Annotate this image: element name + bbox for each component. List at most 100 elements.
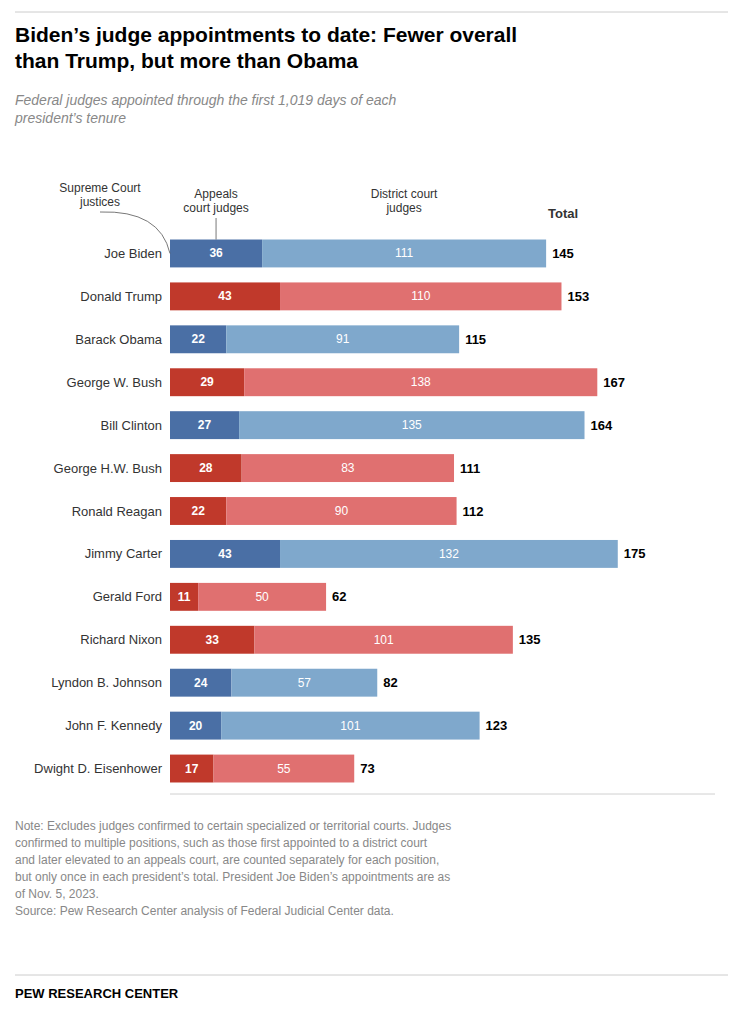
- data-label: 22: [191, 332, 205, 346]
- bar-district: [239, 411, 584, 439]
- total-label: 145: [552, 246, 574, 261]
- text-line: Note: Excludes judges confirmed to certa…: [15, 819, 451, 833]
- data-label: 90: [335, 504, 349, 518]
- data-label: 17: [185, 762, 199, 776]
- total-header: Total: [548, 206, 578, 221]
- bar-appeals: [170, 712, 221, 740]
- chart: Biden’s judge appointments to date: Fewe…: [0, 0, 743, 1024]
- total-label: 115: [465, 332, 486, 347]
- total-label: 123: [486, 718, 508, 733]
- header-line: [216, 218, 217, 240]
- data-label: 24: [194, 676, 208, 690]
- text-line: Supreme Court: [59, 181, 141, 195]
- annotation: Supreme Courtjustices: [59, 181, 141, 209]
- total-label: 175: [624, 546, 646, 561]
- category-label: Joe Biden: [104, 246, 162, 261]
- category-label: Gerald Ford: [93, 589, 162, 604]
- total-label: 73: [360, 761, 374, 776]
- data-label: 11: [178, 590, 191, 604]
- bar-district: [198, 583, 326, 611]
- data-label: 36: [209, 246, 223, 260]
- text-line: than Trump, but more than Obama: [15, 49, 358, 72]
- bar-appeals: [170, 282, 280, 310]
- bar-district: [242, 454, 454, 482]
- subtitle: Federal judges appointed through the fir…: [14, 92, 397, 126]
- series-header: Appealscourt judges: [183, 187, 248, 215]
- category-label: Barack Obama: [75, 332, 162, 347]
- total-label: 82: [383, 675, 397, 690]
- text-line: District court: [371, 187, 438, 201]
- bar-district: [221, 712, 479, 740]
- bar-appeals: [170, 325, 226, 353]
- bar-appeals: [170, 411, 239, 439]
- data-label: 101: [374, 633, 394, 647]
- text-line: president’s tenure: [14, 110, 126, 126]
- total-label: 153: [567, 289, 589, 304]
- x-axis-line: [170, 794, 715, 795]
- bar-appeals: [170, 626, 254, 654]
- data-label: 91: [336, 332, 350, 346]
- rule: [15, 12, 728, 13]
- text-line: Appeals: [194, 187, 237, 201]
- data-label: 43: [218, 547, 232, 561]
- source: Source: Pew Research Center analysis of …: [15, 904, 394, 918]
- data-label: 135: [402, 418, 422, 432]
- bar-district: [244, 368, 597, 396]
- data-label: 101: [340, 719, 360, 733]
- category-label: Richard Nixon: [80, 632, 162, 647]
- text-line: Federal judges appointed through the fir…: [15, 92, 397, 108]
- total-label: 135: [519, 632, 541, 647]
- category-label: George W. Bush: [67, 375, 162, 390]
- text-line: of Nov. 5, 2023.: [15, 887, 99, 901]
- data-label: 20: [189, 719, 203, 733]
- category-label: Jimmy Carter: [85, 546, 163, 561]
- data-label: 57: [298, 676, 312, 690]
- annotation-connector: [100, 212, 170, 254]
- bar-district: [280, 540, 618, 568]
- note: Note: Excludes judges confirmed to certa…: [15, 819, 451, 901]
- category-label: Donald Trump: [80, 289, 162, 304]
- text-line: but only once in each president’s total.…: [15, 870, 450, 884]
- text-line: confirmed to multiple positions, such as…: [15, 836, 428, 850]
- data-label: 50: [255, 590, 269, 604]
- data-label: 29: [200, 375, 214, 389]
- bar-appeals: [170, 497, 226, 525]
- bar-district: [262, 240, 546, 268]
- data-label: 22: [191, 504, 205, 518]
- data-label: 43: [218, 289, 232, 303]
- background: [0, 0, 743, 1024]
- bar-appeals: [170, 368, 244, 396]
- bar-district: [231, 669, 377, 697]
- data-label: 138: [411, 375, 431, 389]
- total-label: 167: [603, 375, 625, 390]
- bar-district: [226, 325, 459, 353]
- total-label: 112: [463, 504, 484, 519]
- text-line: and later elevated to an appeals court, …: [15, 853, 439, 867]
- category-label: Ronald Reagan: [72, 504, 162, 519]
- data-label: 111: [395, 246, 414, 260]
- data-label: 28: [199, 461, 213, 475]
- total-label: 164: [591, 418, 613, 433]
- bar-appeals: [170, 755, 213, 783]
- bar-appeals: [170, 240, 262, 268]
- data-label: 33: [206, 633, 220, 647]
- title: Biden’s judge appointments to date: Fewe…: [15, 23, 517, 72]
- data-label: 83: [341, 461, 355, 475]
- text-line: court judges: [183, 201, 248, 215]
- data-label: 132: [439, 547, 459, 561]
- bar-appeals: [170, 669, 231, 697]
- bar-district: [226, 497, 456, 525]
- category-label: Bill Clinton: [101, 418, 162, 433]
- series-header: District courtjudges: [371, 187, 438, 215]
- bar-district: [213, 755, 354, 783]
- rule: [15, 975, 728, 976]
- category-label: John F. Kennedy: [65, 718, 162, 733]
- category-label: Lyndon B. Johnson: [51, 675, 162, 690]
- bar-appeals: [170, 454, 242, 482]
- data-label: 110: [411, 289, 430, 303]
- bar-district: [280, 282, 561, 310]
- text-line: Biden’s judge appointments to date: Fewe…: [15, 23, 517, 46]
- category-label: Dwight D. Eisenhower: [34, 761, 163, 776]
- bar-appeals: [170, 540, 280, 568]
- data-label: 55: [277, 762, 291, 776]
